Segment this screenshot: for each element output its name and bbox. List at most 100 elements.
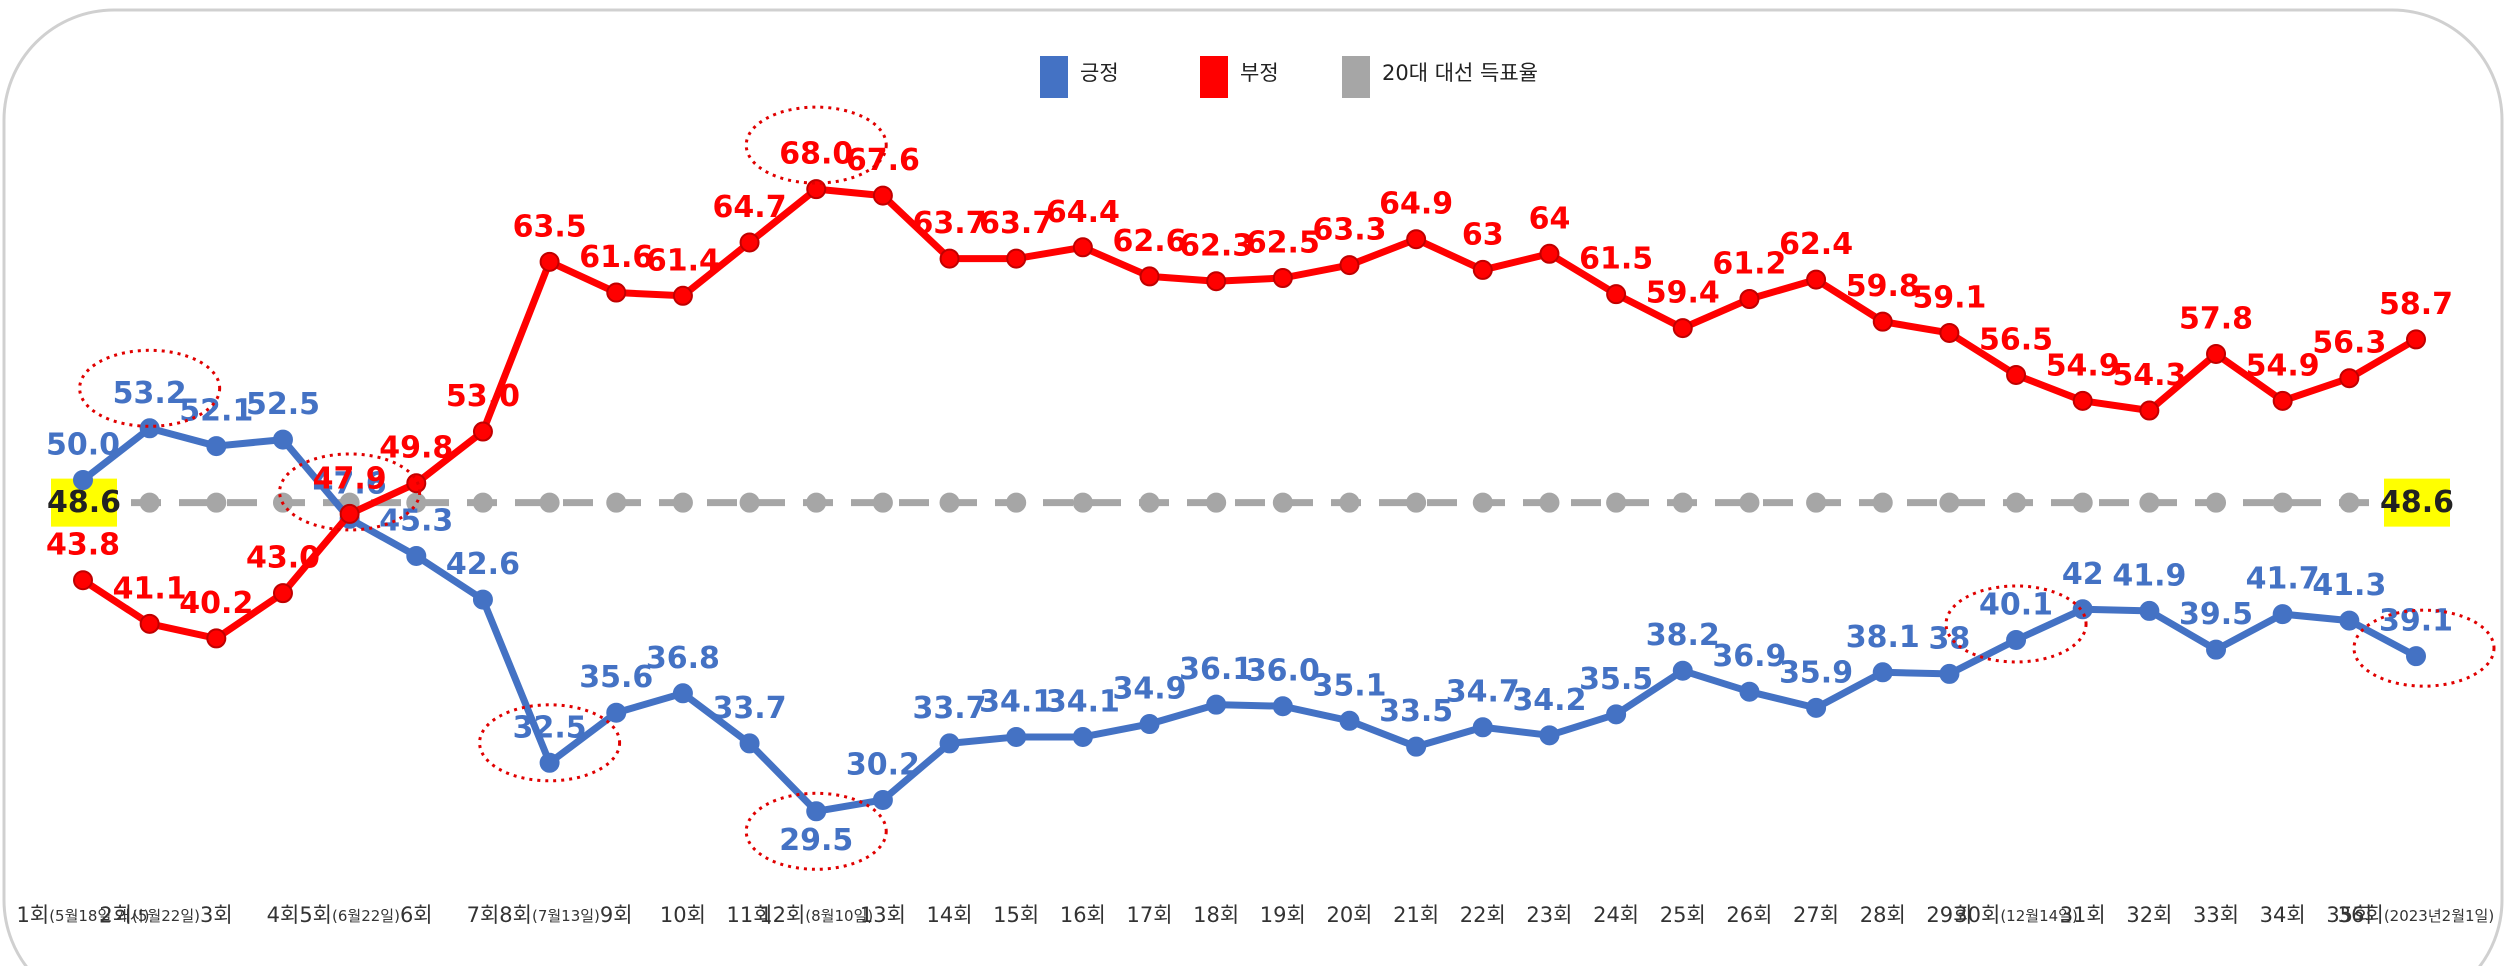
point — [1806, 697, 1827, 718]
data-label: 61.2 — [1712, 247, 1786, 282]
data-label: 33.5 — [1379, 694, 1453, 729]
point — [2139, 400, 2160, 421]
x-tick-label: 27회 — [1793, 903, 1839, 927]
data-label: 35.6 — [579, 660, 653, 695]
x-tick-label: 18회 — [1193, 903, 1239, 927]
highlight — [278, 452, 422, 532]
highlight — [2352, 608, 2496, 688]
data-label: 63 — [1462, 217, 1504, 252]
point — [272, 429, 293, 450]
point — [406, 492, 427, 513]
x-tick-label: 9회 — [600, 903, 633, 927]
highlight — [1944, 584, 2088, 664]
data-label: 41.1 — [113, 571, 187, 606]
x-tick-label: 26회 — [1726, 903, 1772, 927]
data-label: 39.5 — [2179, 597, 2253, 632]
point — [606, 702, 627, 723]
point — [472, 421, 493, 442]
point — [939, 492, 960, 513]
legend-label: 긍정 — [1080, 61, 1119, 85]
data-label: 29.5 — [779, 823, 853, 858]
x-tick-label: 30회(12월14일) — [1954, 903, 2078, 927]
point — [1472, 717, 1493, 738]
highlight — [744, 791, 888, 871]
x-tick-label: 5회(6월22일) — [299, 903, 400, 927]
data-label: 40.2 — [179, 586, 253, 621]
data-label: 49.8 — [379, 431, 453, 466]
point — [1406, 229, 1427, 250]
data-label: 62.6 — [1112, 224, 1186, 259]
x-tick-label: 23회 — [1526, 903, 1572, 927]
data-label: 36.0 — [1246, 654, 1320, 689]
point — [2339, 492, 2360, 513]
x-tick-label: 24회 — [1593, 903, 1639, 927]
series-line — [81, 185, 2418, 642]
data-label: 35.5 — [1579, 662, 1653, 697]
x-tick-label: 11회 — [727, 903, 773, 927]
x-tick-label: 21회 — [1393, 903, 1439, 927]
data-label: 56.3 — [2312, 326, 2386, 361]
data-label: 36.9 — [1712, 639, 1786, 674]
x-tick-label: 13회 — [860, 903, 906, 927]
data-label: 56.5 — [1979, 322, 2053, 357]
data-label: 42 — [2062, 557, 2104, 592]
point — [1006, 248, 1027, 269]
data-label: 41.9 — [2112, 558, 2186, 593]
highlight — [744, 105, 888, 185]
point — [1339, 492, 1360, 513]
point — [806, 492, 827, 513]
data-label: 42.6 — [446, 547, 520, 582]
data-label: 40.1 — [1979, 587, 2053, 622]
point — [1806, 269, 1827, 290]
data-label: 67.6 — [846, 143, 920, 178]
data-label: 63.7 — [913, 206, 987, 241]
point — [539, 251, 560, 272]
data-label: 47.6 — [313, 466, 387, 501]
data-label: 62.5 — [1246, 226, 1320, 261]
point — [1139, 714, 1160, 735]
point — [939, 248, 960, 269]
point — [2339, 610, 2360, 631]
data-label: 59.1 — [1912, 280, 1986, 315]
data-label: 35.1 — [1312, 668, 1386, 703]
data-label: 30.2 — [846, 747, 920, 782]
point — [2072, 599, 2093, 620]
data-label: 33.7 — [913, 691, 987, 726]
point — [2206, 343, 2227, 364]
data-label: 36.8 — [646, 641, 720, 676]
point — [2206, 639, 2227, 660]
data-label: 61.5 — [1579, 242, 1653, 277]
x-tick-label: 1회(5월18일 개시) — [17, 903, 150, 927]
point — [1072, 726, 1093, 747]
legend-swatch — [1342, 56, 1370, 98]
point — [2206, 492, 2227, 513]
point — [139, 613, 160, 634]
x-tick-label: 10회 — [660, 903, 706, 927]
point — [1339, 255, 1360, 276]
highlight — [78, 348, 222, 428]
point — [1339, 710, 1360, 731]
x-tick-label: 16회 — [1060, 903, 1106, 927]
x-tick-label: 4회 — [267, 903, 300, 927]
data-label: 61.4 — [646, 243, 720, 278]
data-label: 41.3 — [2312, 568, 2386, 603]
data-label: 48.6 — [47, 485, 121, 520]
data-label: 63.5 — [513, 209, 587, 244]
point — [939, 733, 960, 754]
data-label: 59.4 — [1646, 276, 1720, 311]
series-line — [80, 424, 2418, 815]
data-label: 43.0 — [246, 541, 320, 576]
x-tick-label: 8회(7월13일) — [499, 903, 600, 927]
point — [1739, 289, 1760, 310]
x-tick-label: 17회 — [1126, 903, 1172, 927]
x-tick-label: 2회(5월22일) — [99, 903, 200, 927]
point — [1206, 492, 1227, 513]
legend-swatch — [1200, 56, 1228, 98]
point — [539, 752, 560, 773]
data-label: 52.1 — [179, 394, 253, 429]
point — [2272, 492, 2293, 513]
data-label: 38 — [1929, 621, 1971, 656]
legend-swatch — [1040, 56, 1068, 98]
data-label: 62.4 — [1779, 227, 1853, 262]
point — [1872, 311, 1893, 332]
